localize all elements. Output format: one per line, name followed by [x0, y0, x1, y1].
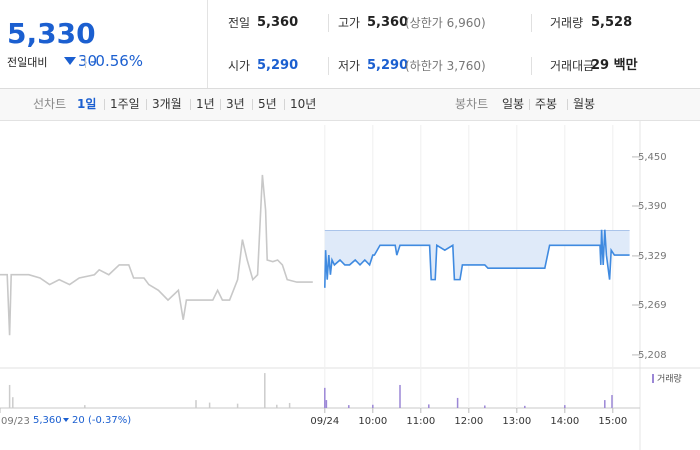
legend-label: 거래량 [657, 373, 682, 385]
stat-label: 거래량 [550, 16, 584, 30]
stat-label: 고가 [338, 16, 361, 30]
down-arrow [64, 57, 76, 65]
period-tab[interactable]: 10년 [290, 97, 317, 111]
stat-note: (상한가 6,960) [405, 16, 486, 30]
price-line [0, 174, 313, 336]
tab-divider [104, 99, 105, 110]
tab-divider [529, 99, 530, 110]
stat-value: 29 백만 [591, 58, 638, 73]
stat-label: 전일 [228, 16, 251, 30]
volume-bar [208, 402, 211, 408]
stat-divider [328, 14, 329, 32]
y-tick-label: 5,208 [638, 350, 667, 361]
tab-divider [146, 99, 147, 110]
stat-value: 5,360 [257, 15, 299, 30]
volume-bar [524, 405, 526, 408]
stat-value: 5,360 [367, 15, 409, 30]
volume-bar [456, 397, 459, 408]
down-arrow [63, 418, 69, 422]
period-tab[interactable]: 5년 [258, 97, 277, 111]
divider [85, 56, 86, 68]
candle-tab[interactable]: 월봉 [573, 97, 596, 111]
volume-bar [399, 384, 401, 408]
current-price: 5,330 [7, 17, 96, 50]
tab-divider [252, 99, 253, 110]
volume-bar [604, 400, 606, 408]
x-tick-label: 09/23 [1, 416, 30, 427]
volume-bar [276, 404, 278, 408]
volume-bar [324, 387, 326, 408]
prev-change-pct: (-0.37%) [88, 415, 132, 426]
tab-bar [0, 89, 700, 121]
volume-bar [484, 405, 486, 408]
volume-bar [264, 373, 266, 408]
stat-label: 저가 [338, 59, 361, 73]
change-label: 전일대비 [7, 56, 48, 69]
change-value: 30 [78, 52, 98, 70]
period-tab[interactable]: 1일 [77, 97, 97, 111]
x-tick-label: 11:00 [406, 416, 435, 427]
period-tab[interactable]: 1주일 [110, 97, 140, 111]
volume-bar [428, 404, 430, 408]
stat-value: 5,528 [591, 15, 633, 30]
header-divider [207, 0, 208, 88]
period-tab[interactable]: 3년 [226, 97, 245, 111]
volume-bar [564, 405, 566, 408]
volume-bar [84, 405, 86, 408]
prev-change: 20 [72, 415, 85, 426]
tab-group-label: 선차트 [33, 97, 67, 111]
tab-divider [284, 99, 285, 110]
stat-note: (하한가 3,760) [405, 59, 486, 73]
tab-divider [220, 99, 221, 110]
x-tick-label: 12:00 [454, 416, 483, 427]
candle-tab[interactable]: 일봉 [502, 97, 525, 111]
x-tick-label: 15:00 [598, 416, 627, 427]
area-fill [324, 229, 630, 288]
stat-divider [531, 14, 532, 32]
volume-bar [348, 405, 350, 408]
tab-divider [190, 99, 191, 110]
volume-bar [372, 404, 374, 408]
volume-bar [288, 402, 291, 408]
header-bottom [0, 88, 700, 89]
candle-tab[interactable]: 주봉 [535, 97, 558, 111]
prev-close: 5,360 [33, 415, 62, 426]
x-tick-label: 09/24 [310, 416, 339, 427]
stat-label: 시가 [228, 59, 251, 73]
legend-swatch [652, 374, 654, 383]
x-tick-label: 13:00 [502, 416, 531, 427]
volume-bar [236, 403, 239, 408]
y-tick-label: 5,450 [638, 152, 667, 163]
volume-bar [611, 395, 613, 408]
price-line [324, 229, 630, 288]
stat-label: 거래대금 [550, 59, 595, 73]
tab-group-label: 봉차트 [455, 97, 489, 111]
x-tick-label: 14:00 [550, 416, 579, 427]
y-tick-label: 5,390 [638, 201, 667, 212]
y-tick-label: 5,329 [638, 251, 667, 262]
period-tab[interactable]: 3개월 [152, 97, 182, 111]
tab-divider [567, 99, 568, 110]
stat-value: 5,290 [367, 58, 409, 73]
stat-divider [328, 57, 329, 75]
volume-bar [12, 397, 14, 408]
y-tick-label: 5,269 [638, 300, 667, 311]
x-tick-label: 10:00 [358, 416, 387, 427]
volume-bar [195, 400, 197, 408]
change-pct: -0.56% [90, 52, 144, 70]
volume-bar [8, 384, 11, 408]
stat-divider [531, 57, 532, 75]
period-tab[interactable]: 1년 [196, 97, 215, 111]
stat-value: 5,290 [257, 58, 299, 73]
chart: 5,450 5,390 5,329 5,269 5,208 09/23 09/24 10:00… [0, 121, 700, 450]
volume-bar [325, 400, 328, 408]
